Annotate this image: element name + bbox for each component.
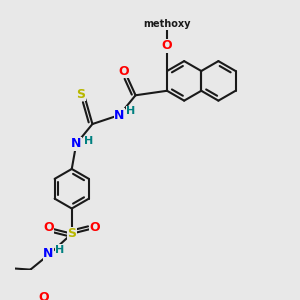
Text: H: H [127,106,136,116]
Text: methoxy: methoxy [143,19,191,29]
Text: O: O [43,221,54,234]
Text: H: H [56,245,65,255]
Text: O: O [39,291,49,300]
Text: H: H [84,136,94,146]
Text: N: N [43,247,54,260]
Text: O: O [162,39,172,52]
Text: O: O [90,221,101,234]
Text: N: N [71,137,81,150]
Text: S: S [67,227,76,240]
Text: N: N [114,109,124,122]
Text: O: O [118,64,129,77]
Text: S: S [76,88,85,101]
